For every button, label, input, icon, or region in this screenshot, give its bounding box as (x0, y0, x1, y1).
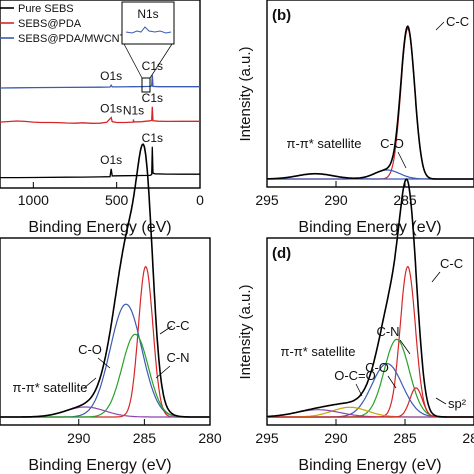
peak-label-pointer (399, 339, 411, 355)
panel-a-ticks-group: 1000 500 0 (18, 182, 204, 208)
peak-curve-satellite (267, 409, 474, 418)
inset-connector-right (149, 43, 173, 79)
peak-label-c-n: C-N (376, 324, 399, 339)
peak-label-c1s: C1s (142, 131, 163, 145)
inset-label: N1s (137, 7, 158, 21)
x-tick-label: 285 (393, 192, 417, 208)
peak-label-o1s: O1s (100, 102, 122, 116)
panel-a-legend: Pure SEBS SEBS@PDA SEBS@PDA/MWCNTs (0, 3, 131, 45)
x-tick-label: 285 (133, 430, 157, 446)
peak-label-pointer (431, 271, 441, 283)
peak-label-c-o: C-O (365, 360, 389, 375)
peak-curve-c-n (0, 333, 210, 418)
panel-d-tag: (d) (272, 245, 291, 262)
legend-entry-sebs-pda: SEBS@PDA (18, 18, 82, 30)
panel-b-ticks-group: 295 290 285 (255, 181, 417, 208)
legend-entry-pure-sebs: Pure SEBS (18, 3, 74, 15)
peak-label-pointer (155, 365, 171, 379)
peak-label-c-c: C-C (446, 14, 469, 29)
x-tick-label: 1000 (18, 192, 49, 208)
peak-label-satellite: π-π* satellite (280, 344, 355, 359)
x-tick-label: 280 (462, 430, 474, 446)
peak-label-c1s: C1s (142, 59, 163, 73)
peak-label-c-o: C-O (380, 136, 404, 151)
panel-b-curves (266, 25, 474, 180)
peak-label-sp: sp² (448, 396, 467, 411)
panel-b-tag: (b) (272, 7, 291, 24)
peak-label-c-n: C-N (166, 350, 189, 365)
panel-d-ticks-group: 295 290 285 280 (255, 419, 474, 446)
peak-label-pointer (435, 21, 445, 31)
panel-c-xlabel: Binding Energy (eV) (28, 457, 171, 474)
x-tick-label: 0 (196, 192, 204, 208)
peak-label-pointer (387, 375, 397, 389)
envelope-curve (266, 25, 474, 180)
panel-d-curves (267, 178, 474, 418)
panel-c: 290 285 280 C-C C-O C-N π-π* satellite Bindin… (0, 143, 222, 474)
peak-label-o-c-o: O-C=O (334, 368, 376, 383)
peak-label-pointer (97, 357, 111, 369)
panel-d: (d) 295 290 285 280 C-C C-N C-OO-C=O π-π* sate… (237, 178, 474, 474)
panel-c-peak-labels: C-C C-O C-N π-π* satellite (12, 318, 189, 395)
peak-label-n1s: N1s (123, 103, 144, 117)
panel-b-ylabel: Intensity (a.u.) (237, 46, 254, 141)
x-tick-label: 290 (324, 430, 348, 446)
peak-label-c-c: C-C (166, 318, 189, 333)
panel-c-frame (0, 237, 211, 426)
peak-label-c-c: C-C (440, 256, 463, 271)
inset-connector-left (123, 43, 143, 79)
inset-trace (125, 26, 172, 34)
envelope-curve (0, 143, 210, 418)
x-tick-label: 295 (255, 192, 279, 208)
x-tick-label: 280 (198, 430, 222, 446)
panel-d-peak-labels: C-C C-N C-OO-C=O π-π* satellite sp² (280, 256, 466, 411)
peak-label-pointer (159, 325, 173, 335)
peak-label-pointer (355, 383, 363, 397)
panel-c-ticks-group: 290 285 280 (67, 419, 222, 446)
peak-label-pointer (435, 397, 447, 405)
x-tick-label: 285 (393, 430, 417, 446)
panel-d-frame (266, 237, 474, 426)
x-tick-label: 290 (67, 430, 91, 446)
panel-b-frame (266, 0, 474, 188)
peak-label-satellite: π-π* satellite (286, 136, 361, 151)
panel-b-peak-labels: C-C C-O π-π* satellite (286, 14, 469, 169)
series-pure-sebs (0, 146, 200, 179)
series-sebs-pda-mwcnts (0, 75, 200, 89)
panel-a-inset: N1s (121, 1, 175, 93)
panel-a-xlabel: Binding Energy (eV) (28, 219, 171, 236)
peak-label-pointer (83, 377, 97, 389)
inset-box-marker (141, 77, 151, 93)
peak-curve-c-c (267, 27, 474, 180)
panel-b-xlabel: Binding Energy (eV) (298, 219, 441, 236)
x-tick-label: 500 (105, 192, 129, 208)
panel-c-curves (0, 143, 210, 418)
peak-label-c1s: C1s (142, 91, 163, 105)
x-tick-label: 290 (324, 192, 348, 208)
peak-label-pointer (397, 151, 407, 169)
peak-curve-c-c (267, 265, 474, 418)
peak-label-o1s: O1s (100, 153, 122, 167)
panel-d-ylabel: Intensity (a.u.) (237, 284, 254, 379)
panel-b: (b) 295 290 285 C-C C-O π-π* satellite Bindi… (237, 0, 474, 236)
series-sebs-pda (0, 106, 200, 124)
peak-label-o1s: O1s (100, 69, 122, 83)
inset-frame (121, 1, 175, 45)
peak-label-satellite: π-π* satellite (12, 380, 87, 395)
panel-d-xlabel: Binding Energy (eV) (298, 457, 441, 474)
x-tick-label: 295 (255, 430, 279, 446)
legend-entry-sebs-pda-mwcnts: SEBS@PDA/MWCNTs (18, 33, 131, 45)
panel-a-frame (0, 0, 201, 189)
envelope-curve (267, 178, 474, 418)
peak-label-c-o: C-O (78, 342, 102, 357)
